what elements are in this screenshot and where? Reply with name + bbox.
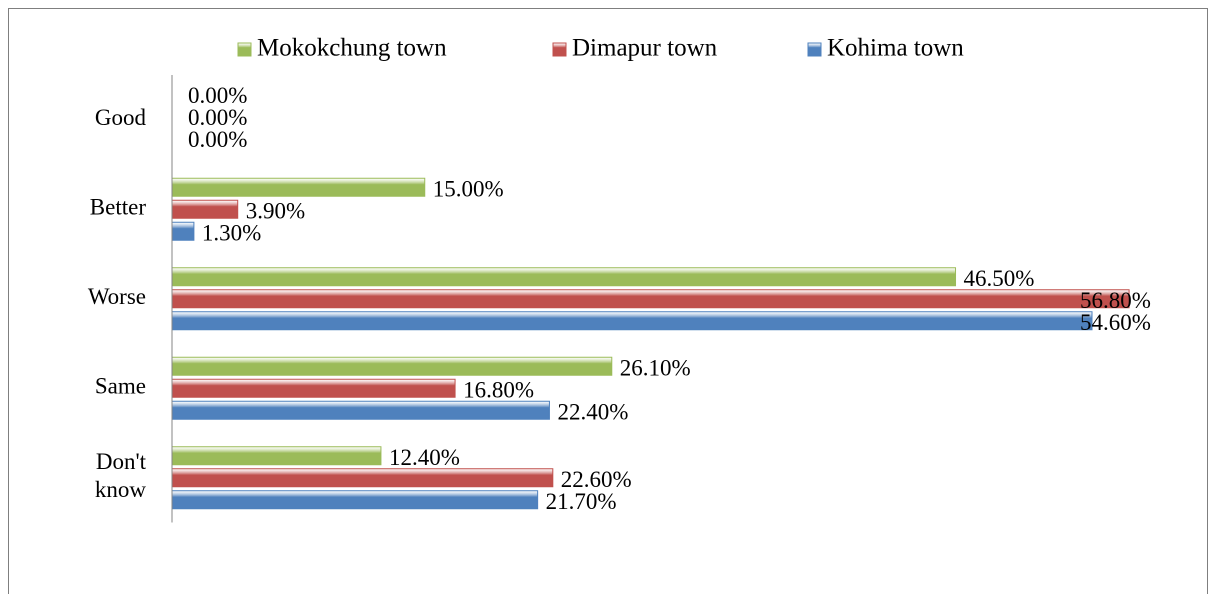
data-label: 22.40% xyxy=(557,400,628,425)
bar xyxy=(171,400,550,420)
bar xyxy=(171,199,239,219)
data-label: 26.10% xyxy=(620,356,691,381)
y-tick-label: Same xyxy=(95,374,146,399)
bar xyxy=(171,356,613,376)
data-label: 12.40% xyxy=(389,445,460,470)
data-label: 15.00% xyxy=(433,177,504,202)
data-label: 0.00% xyxy=(188,105,247,130)
data-label: 46.50% xyxy=(964,266,1035,291)
bar xyxy=(171,177,426,197)
bar xyxy=(171,311,1093,331)
legend-label: Kohima town xyxy=(827,35,964,62)
y-tick-label: Don't know xyxy=(95,449,147,502)
legend-label: Mokokchung town xyxy=(257,35,447,62)
bar xyxy=(171,221,195,241)
bar xyxy=(171,378,456,398)
legend-marker xyxy=(807,42,822,57)
bar xyxy=(171,289,1130,309)
data-label: 22.60% xyxy=(561,467,632,492)
data-label: 54.60% xyxy=(1080,310,1151,335)
data-label: 3.90% xyxy=(246,199,305,224)
data-label: 16.80% xyxy=(463,378,534,403)
bar xyxy=(171,468,554,488)
y-tick-label: Better xyxy=(90,195,147,220)
y-tick-label: Worse xyxy=(88,284,146,309)
legend-label: Dimapur town xyxy=(572,35,718,62)
legend-marker xyxy=(237,42,252,57)
data-label: 1.30% xyxy=(202,221,261,246)
data-label: 0.00% xyxy=(188,127,247,152)
y-tick-label: Good xyxy=(95,105,147,130)
bar xyxy=(171,446,382,466)
data-label: 21.70% xyxy=(546,489,617,514)
bar xyxy=(171,490,539,510)
data-label: 56.80% xyxy=(1080,288,1151,313)
bar xyxy=(171,267,957,287)
legend-marker xyxy=(552,42,567,57)
data-label: 0.00% xyxy=(188,83,247,108)
